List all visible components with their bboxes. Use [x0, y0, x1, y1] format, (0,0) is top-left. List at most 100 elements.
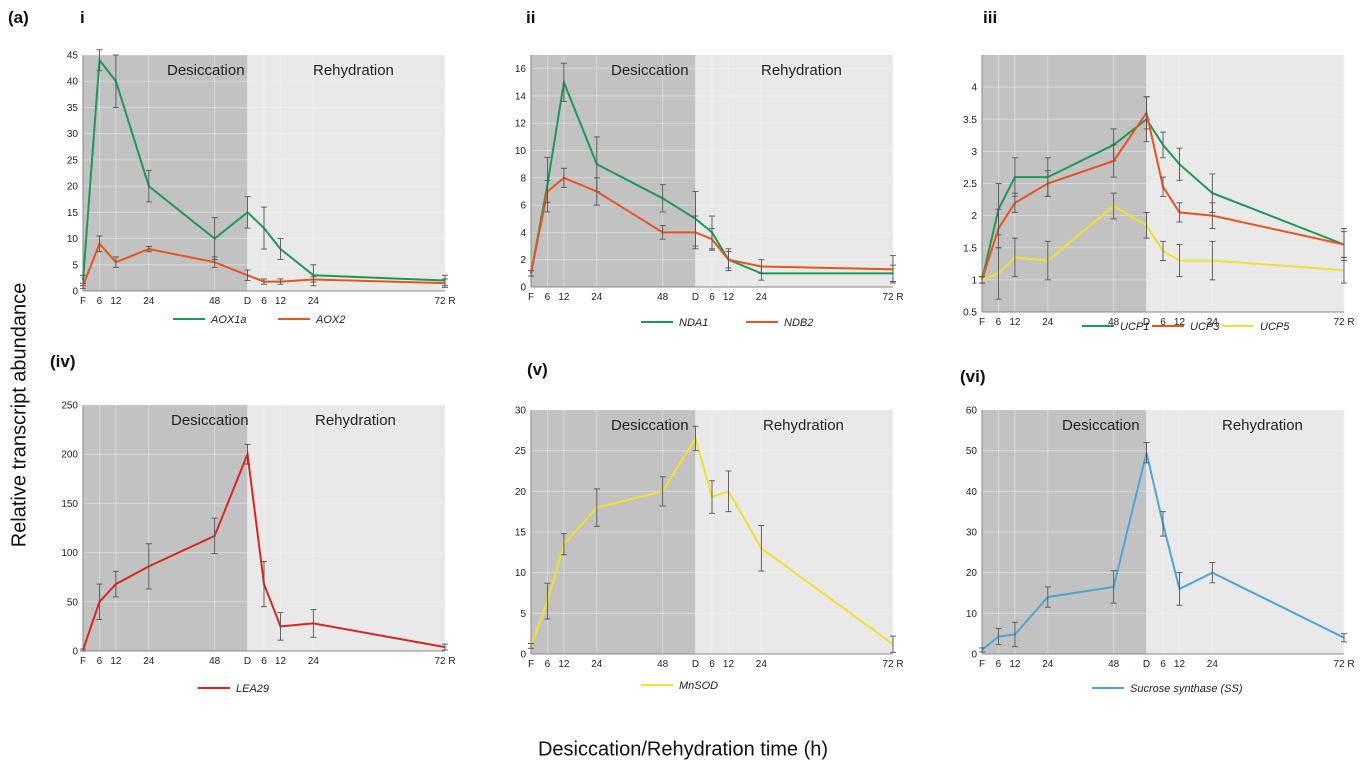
chart-panel-i: Desiccation Rehydration 0 5 10 15 20 25 30 35 40 45…	[67, 8, 456, 326]
x-tick-label: D	[244, 296, 251, 307]
x-tick-label: 24	[756, 292, 768, 303]
legend-label: MnSOD	[679, 680, 718, 692]
y-tick-label: 2	[520, 255, 526, 266]
legend-label: NDB2	[784, 317, 813, 329]
y-tick-label: 16	[515, 64, 527, 75]
y-tick-label: 60	[966, 406, 978, 417]
rehydration-label: Rehydration	[761, 62, 842, 79]
x-tick-label: 6	[97, 296, 103, 307]
x-tick-label: F	[80, 296, 86, 307]
x-tick-label: F	[80, 656, 86, 667]
series-line	[530, 436, 894, 647]
x-tick-label: 6	[97, 656, 103, 667]
y-tick-label: 10	[966, 609, 978, 620]
x-tick-label: 24	[308, 656, 320, 667]
x-tick-label: 24	[1207, 317, 1219, 328]
y-tick-label: 30	[515, 406, 527, 417]
x-tick-label: 6	[261, 656, 267, 667]
legend-label: AOX2	[315, 314, 345, 326]
series-line	[82, 450, 446, 651]
y-tick-label: 50	[966, 446, 978, 457]
y-tick-label: 1	[971, 275, 977, 286]
panel-label: (iv)	[50, 352, 76, 371]
x-tick-label: 12	[1174, 659, 1186, 670]
x-tick-label: 12	[723, 292, 735, 303]
y-tick-label: 2.5	[963, 179, 977, 190]
y-tick-label: 12	[515, 119, 527, 130]
panel-label: (vi)	[960, 367, 986, 386]
x-axis-label: Desiccation/Rehydration time (h)	[537, 738, 829, 761]
x-tick-label: 48	[1108, 659, 1120, 670]
x-tick-label: 72 R	[882, 659, 903, 670]
x-tick-label: 12	[723, 659, 735, 670]
panel-label: i	[80, 8, 85, 27]
y-tick-label: 5	[72, 260, 78, 271]
desiccation-label: Desiccation	[611, 62, 689, 79]
y-tick-label: 4	[520, 228, 526, 239]
x-tick-label: 48	[657, 292, 669, 303]
y-tick-label: 8	[520, 173, 526, 184]
y-tick-label: 3.5	[963, 115, 977, 126]
x-tick-label: 24	[1042, 317, 1054, 328]
x-tick-label: 24	[1207, 659, 1219, 670]
y-tick-label: 10	[515, 146, 527, 157]
x-tick-label: 6	[996, 317, 1002, 328]
y-tick-label: 15	[67, 208, 79, 219]
rehydration-region	[247, 55, 445, 291]
y-tick-label: 14	[515, 91, 527, 102]
x-tick-label: 48	[209, 296, 221, 307]
series-line	[981, 452, 1345, 651]
rehydration-label: Rehydration	[315, 412, 396, 429]
rehydration-label: Rehydration	[763, 417, 844, 434]
rehydration-label: Rehydration	[1222, 417, 1303, 434]
series-line	[981, 117, 1345, 281]
y-tick-label: 10	[515, 568, 527, 579]
x-tick-label: 24	[1042, 659, 1054, 670]
y-tick-label: 20	[67, 182, 79, 193]
legend-label: AOX1a	[210, 314, 246, 326]
desiccation-label: Desiccation	[167, 62, 245, 79]
x-tick-label: 48	[209, 656, 221, 667]
x-tick-label: 12	[110, 656, 122, 667]
figure-panel-letter: (a)	[8, 8, 29, 27]
desiccation-label: Desiccation	[171, 412, 249, 429]
desiccation-label: Desiccation	[1062, 417, 1140, 434]
panel-label: ii	[526, 8, 535, 27]
x-tick-label: 72 R	[1333, 317, 1354, 328]
x-tick-label: D	[1143, 659, 1150, 670]
panel-label: (v)	[527, 360, 548, 379]
y-tick-label: 30	[67, 129, 79, 140]
x-tick-label: 6	[709, 292, 715, 303]
rehydration-region	[695, 55, 893, 287]
x-tick-label: D	[1143, 317, 1150, 328]
y-tick-label: 150	[61, 499, 78, 510]
y-tick-label: 45	[67, 51, 79, 62]
x-tick-label: 12	[558, 659, 570, 670]
y-tick-label: 50	[67, 597, 79, 608]
x-tick-label: 24	[143, 656, 155, 667]
x-tick-label: 6	[1160, 659, 1166, 670]
chart-panel-iii: 0.511.522.533.54F 6 12 24 48 D 6 12 24 72 RiiiUCP…	[963, 8, 1354, 333]
series-line	[82, 241, 446, 287]
y-tick-label: 1.5	[963, 243, 977, 254]
series-line	[530, 78, 893, 275]
x-tick-label: 6	[545, 659, 551, 670]
y-tick-label: 35	[67, 103, 79, 114]
desiccation-region	[531, 55, 696, 287]
desiccation-region	[83, 55, 248, 291]
x-tick-label: 12	[558, 292, 570, 303]
x-tick-label: 12	[1009, 317, 1021, 328]
series-line	[530, 176, 894, 274]
x-tick-label: D	[692, 292, 699, 303]
y-tick-label: 20	[515, 487, 527, 498]
y-tick-label: 250	[61, 401, 78, 412]
series-line	[981, 204, 1345, 281]
y-tick-label: 15	[515, 528, 527, 539]
y-tick-label: 20	[966, 568, 978, 579]
x-tick-label: D	[692, 659, 699, 670]
y-tick-label: 0	[72, 647, 78, 658]
y-tick-label: 25	[515, 446, 527, 457]
